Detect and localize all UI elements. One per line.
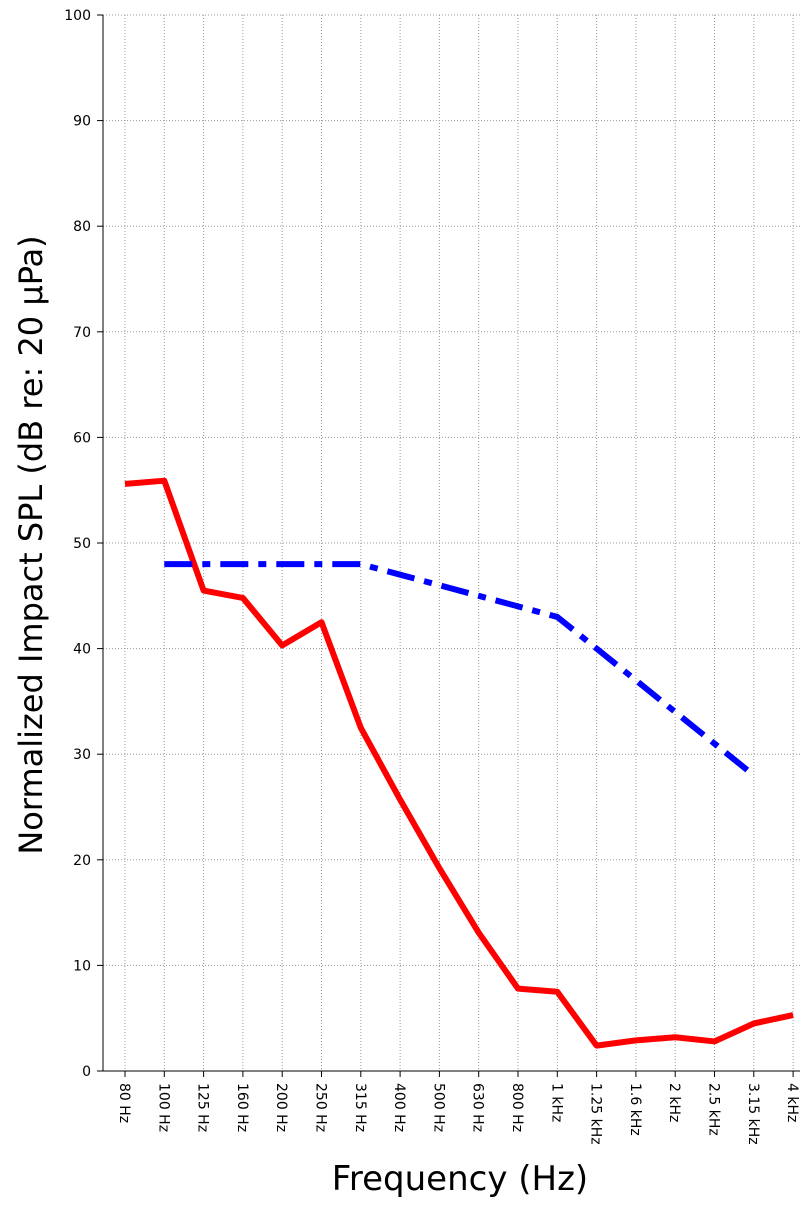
data-line [164, 561, 756, 778]
x-tick-label: 800 Hz [509, 1083, 525, 1132]
y-tick-label: 30 [73, 747, 91, 763]
x-tick-label: 100 Hz [155, 1083, 171, 1132]
y-tick-label: 90 [73, 114, 91, 130]
x-tick-label: 4 kHz [784, 1083, 800, 1122]
x-tick-label: 630 Hz [470, 1083, 486, 1132]
y-tick-label: 50 [73, 536, 91, 552]
x-tick-label: 1.25 kHz [588, 1083, 604, 1145]
x-tick-label: 2.5 kHz [706, 1083, 722, 1136]
y-tick-label: 60 [73, 430, 91, 446]
y-tick-label: 0 [82, 1064, 91, 1080]
y-tick-label: 20 [73, 853, 91, 869]
x-tick-label: 500 Hz [430, 1083, 446, 1132]
x-tick-label: 200 Hz [273, 1083, 289, 1132]
y-axis-label: Normalized Impact SPL (dB re: 20 µPa) [12, 235, 50, 854]
y-tick-label: 80 [73, 219, 91, 235]
x-tick-label: 315 Hz [352, 1083, 368, 1132]
x-tick-label: 80 Hz [116, 1083, 132, 1123]
x-tick-label: 125 Hz [195, 1083, 211, 1132]
x-tick-label: 3.15 kHz [745, 1083, 761, 1145]
x-tick-label: 160 Hz [234, 1083, 250, 1132]
x-tick-label: 1 kHz [548, 1083, 564, 1122]
y-tick-label: 70 [73, 325, 91, 341]
x-axis-label: Frequency (Hz) [332, 1159, 588, 1199]
x-tick-label: 1.6 kHz [627, 1083, 643, 1136]
y-tick-label: 40 [73, 642, 91, 658]
x-tick-label: 400 Hz [391, 1083, 407, 1132]
y-tick-label: 100 [64, 8, 91, 24]
x-tick-label: 2 kHz [666, 1083, 682, 1122]
data-line [124, 477, 794, 1049]
y-tick-label: 10 [73, 958, 91, 974]
x-tick-label: 250 Hz [313, 1083, 329, 1132]
